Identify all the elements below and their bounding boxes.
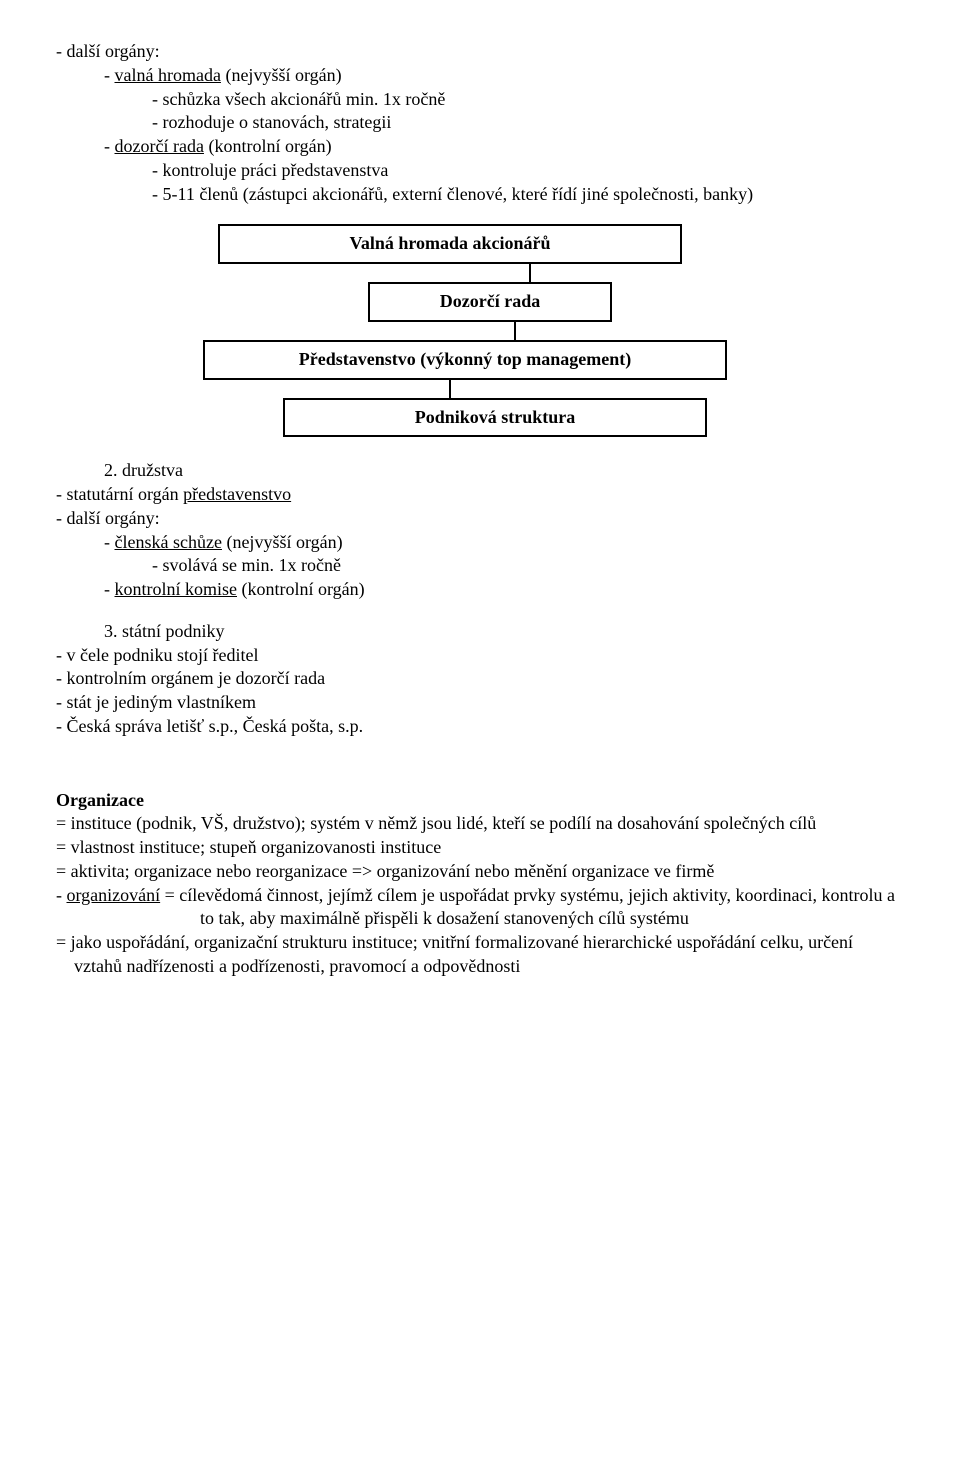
line: - kontroluje práci představenstva — [152, 159, 904, 183]
diagram-box-podnikova-struktura: Podniková struktura — [283, 398, 707, 438]
line: = aktivita; organizace nebo reorganizace… — [56, 860, 904, 884]
section-heading-organizace: Organizace — [56, 789, 904, 813]
diagram-connector — [514, 322, 516, 340]
text: - — [104, 532, 115, 552]
underlined-term: členská schůze — [115, 532, 222, 552]
line: - další orgány: — [56, 40, 904, 64]
line: - organizování = cílevědomá činnost, jej… — [56, 884, 904, 932]
org-hierarchy-diagram: Valná hromada akcionářů Dozorčí rada Pře… — [56, 224, 904, 437]
line: - Česká správa letišť s.p., Česká pošta,… — [56, 715, 904, 739]
line: - valná hromada (nejvyšší orgán) — [104, 64, 904, 88]
text: - statutární orgán — [56, 484, 183, 504]
text: - — [56, 885, 67, 905]
line: - svolává se min. 1x ročně — [152, 554, 904, 578]
diagram-box-predstavenstvo: Představenstvo (výkonný top management) — [203, 340, 727, 380]
line: = vlastnost instituce; stupeň organizova… — [56, 836, 904, 860]
line: - další orgány: — [56, 507, 904, 531]
text: = cílevědomá činnost, jejímž cílem je us… — [160, 885, 895, 929]
text: - — [104, 65, 115, 85]
line: 2. družstva — [104, 459, 904, 483]
text: - — [104, 579, 115, 599]
text: - — [104, 136, 115, 156]
underlined-term: organizování — [67, 885, 161, 905]
diagram-connector — [449, 380, 451, 398]
underlined-term: představenstvo — [183, 484, 291, 504]
text: (nejvyšší orgán) — [222, 532, 343, 552]
text: (nejvyšší orgán) — [221, 65, 342, 85]
underlined-term: kontrolní komise — [115, 579, 238, 599]
diagram-box-dozorci-rada: Dozorčí rada — [368, 282, 612, 322]
underlined-term: valná hromada — [115, 65, 221, 85]
line: - schůzka všech akcionářů min. 1x ročně — [152, 88, 904, 112]
line: - stát je jediným vlastníkem — [56, 691, 904, 715]
line: - kontrolním orgánem je dozorčí rada — [56, 667, 904, 691]
line: = instituce (podnik, VŠ, družstvo); syst… — [56, 812, 904, 836]
line: - dozorčí rada (kontrolní orgán) — [104, 135, 904, 159]
line: 3. státní podniky — [104, 620, 904, 644]
line: - členská schůze (nejvyšší orgán) — [104, 531, 904, 555]
text: (kontrolní orgán) — [237, 579, 365, 599]
underlined-term: dozorčí rada — [115, 136, 204, 156]
text: (kontrolní orgán) — [204, 136, 332, 156]
line: - statutární orgán představenstvo — [56, 483, 904, 507]
line: - kontrolní komise (kontrolní orgán) — [104, 578, 904, 602]
diagram-box-valna-hromada: Valná hromada akcionářů — [218, 224, 682, 264]
diagram-connector — [529, 264, 531, 282]
line: - v čele podniku stojí ředitel — [56, 644, 904, 668]
line: - 5-11 členů (zástupci akcionářů, extern… — [152, 183, 904, 207]
line: = jako uspořádání, organizační strukturu… — [56, 931, 904, 979]
line: - rozhoduje o stanovách, strategii — [152, 111, 904, 135]
